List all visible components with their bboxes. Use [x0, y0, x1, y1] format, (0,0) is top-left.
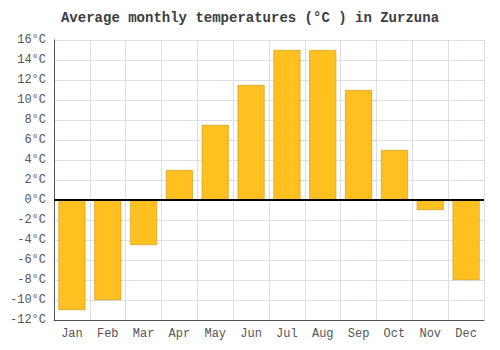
svg-text:-8°C: -8°C [17, 273, 46, 287]
svg-text:Feb: Feb [97, 327, 119, 341]
svg-text:0°C: 0°C [24, 193, 46, 207]
svg-text:-10°C: -10°C [10, 293, 46, 307]
svg-text:-4°C: -4°C [17, 233, 46, 247]
svg-text:4°C: 4°C [24, 153, 46, 167]
svg-text:12°C: 12°C [17, 73, 46, 87]
svg-text:Apr: Apr [169, 327, 191, 341]
svg-text:Oct: Oct [384, 327, 406, 341]
svg-text:Aug: Aug [312, 327, 334, 341]
svg-text:May: May [204, 327, 226, 341]
svg-text:Sep: Sep [348, 327, 370, 341]
svg-text:Jun: Jun [240, 327, 262, 341]
svg-text:Dec: Dec [455, 327, 477, 341]
svg-text:Jul: Jul [276, 327, 298, 341]
svg-text:10°C: 10°C [17, 93, 46, 107]
svg-text:16°C: 16°C [17, 33, 46, 47]
svg-text:Nov: Nov [419, 327, 441, 341]
svg-text:6°C: 6°C [24, 133, 46, 147]
svg-text:2°C: 2°C [24, 173, 46, 187]
svg-text:8°C: 8°C [24, 113, 46, 127]
svg-text:Mar: Mar [133, 327, 155, 341]
svg-text:Jan: Jan [61, 327, 83, 341]
svg-text:14°C: 14°C [17, 53, 46, 67]
svg-text:Average monthly temperatures (: Average monthly temperatures (°C ) in Zu… [61, 10, 440, 26]
svg-text:-6°C: -6°C [17, 253, 46, 267]
svg-text:-12°C: -12°C [10, 313, 46, 327]
svg-text:-2°C: -2°C [17, 213, 46, 227]
